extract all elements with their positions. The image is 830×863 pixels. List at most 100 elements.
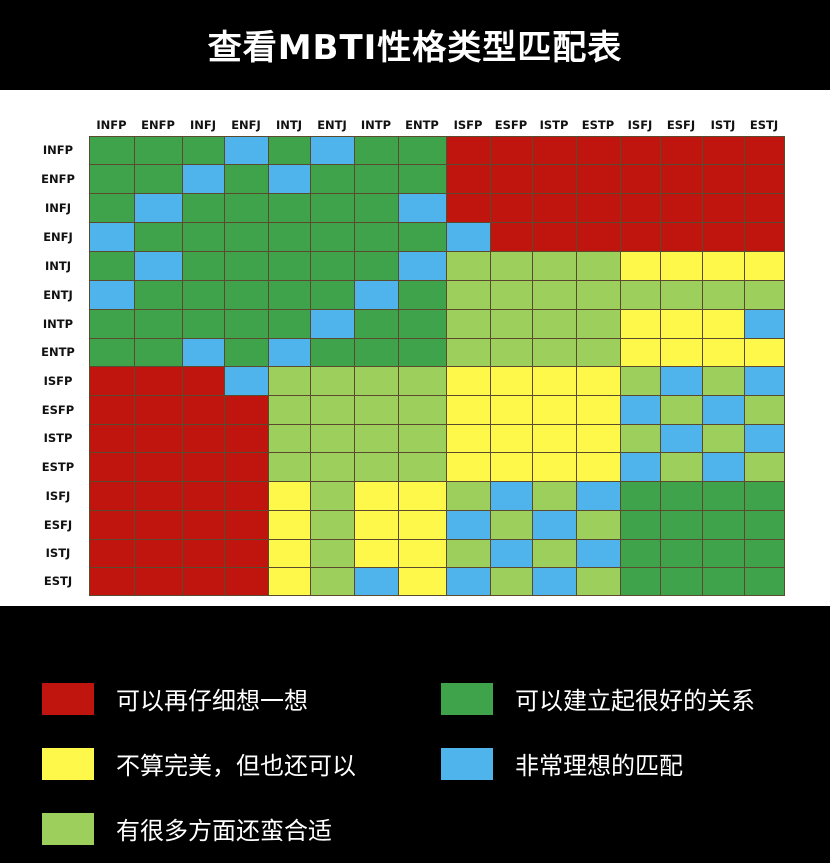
heatmap-cell [399,194,447,223]
heatmap-cell [311,223,355,252]
heatmap-cell [533,453,577,482]
heatmap-cell [621,252,661,281]
heatmap-cell [577,165,621,194]
heatmap-cell [135,425,183,453]
row-header: ESTJ [43,574,73,588]
heatmap-cell [621,453,661,482]
heatmap-cell [661,396,703,425]
heatmap-cell [621,137,661,165]
heatmap-cell [90,137,135,165]
heatmap-cell [355,568,399,596]
heatmap-cell [577,482,621,511]
heatmap-cell [311,367,355,396]
heatmap-cell [745,339,785,367]
heatmap-cell [135,511,183,540]
heatmap-cell [135,367,183,396]
heatmap-cell [447,396,491,425]
heatmap-cell [183,194,225,223]
heatmap-cell [745,396,785,425]
heatmap-cell [577,281,621,310]
heatmap-cell [355,252,399,281]
heatmap-cell [621,425,661,453]
heatmap-cell [183,339,225,367]
heatmap-cell [745,281,785,310]
heatmap-cell [703,281,745,310]
page-title: 查看MBTI性格类型匹配表 [207,27,623,68]
heatmap-cell [621,568,661,596]
heatmap-cell [311,339,355,367]
heatmap-cell [491,425,533,453]
heatmap-cell [533,194,577,223]
heatmap-cell [745,310,785,339]
heatmap-cell [745,194,785,223]
legend-item: 可以建立起很好的关系 [441,681,755,716]
heatmap-cell [447,281,491,310]
heatmap-cell [621,482,661,511]
row-header: ISFP [43,373,73,388]
heatmap-cell [135,310,183,339]
heatmap-cell [90,568,135,596]
heatmap-cell [135,281,183,310]
column-header: ENTJ [317,118,347,132]
legend-swatch [42,812,94,845]
heatmap-cell [135,568,183,596]
heatmap-cell [311,482,355,511]
heatmap-cell [703,396,745,425]
heatmap-cell [745,482,785,511]
heatmap-cell [533,367,577,396]
column-header: INTP [360,118,392,132]
heatmap-cell [355,281,399,310]
heatmap-cell [269,511,311,540]
heatmap-cell [225,252,269,281]
heatmap-cell [90,223,135,252]
heatmap-cell [491,396,533,425]
heatmap-cell [745,252,785,281]
heatmap-cell [577,223,621,252]
heatmap-cell [225,339,269,367]
heatmap-cell [225,453,269,482]
heatmap-cell [703,194,745,223]
heatmap-cell [269,281,311,310]
heatmap-cell [533,252,577,281]
legend-label: 有很多方面还蛮合适 [116,817,332,845]
heatmap-cell [225,482,269,511]
heatmap-cell [447,540,491,568]
heatmap-cell [577,339,621,367]
heatmap-cell [661,194,703,223]
heatmap-cell [661,540,703,568]
heatmap-cell [183,396,225,425]
heatmap-cell [661,223,703,252]
heatmap-cell [355,165,399,194]
heatmap-cell [355,453,399,482]
heatmap-cell [703,310,745,339]
heatmap-cell [533,482,577,511]
heatmap-cell [90,511,135,540]
row-header: INTP [42,316,74,331]
heatmap-cell [661,339,703,367]
legend-item: 可以再仔细想一想 [42,681,308,716]
row-header: ESTP [41,459,75,474]
heatmap-cell [183,367,225,396]
heatmap-cell [621,367,661,396]
heatmap-cell [745,453,785,482]
column-header: INTJ [275,118,303,132]
heatmap-cell [533,511,577,540]
heatmap-cell [533,339,577,367]
heatmap-cell [183,165,225,194]
heatmap-cell [621,281,661,310]
heatmap-cell [269,310,311,339]
heatmap-cell [269,453,311,482]
row-header: ENTJ [43,287,73,302]
heatmap-cell [703,540,745,568]
heatmap-cell [533,165,577,194]
heatmap-cell [661,281,703,310]
heatmap-cell [447,194,491,223]
heatmap-cell [703,339,745,367]
heatmap-cell [355,482,399,511]
heatmap-cell [577,252,621,281]
row-header: INFJ [44,200,72,215]
heatmap-cell [135,453,183,482]
heatmap-cell [577,540,621,568]
heatmap-cell [311,511,355,540]
heatmap-cell [399,540,447,568]
